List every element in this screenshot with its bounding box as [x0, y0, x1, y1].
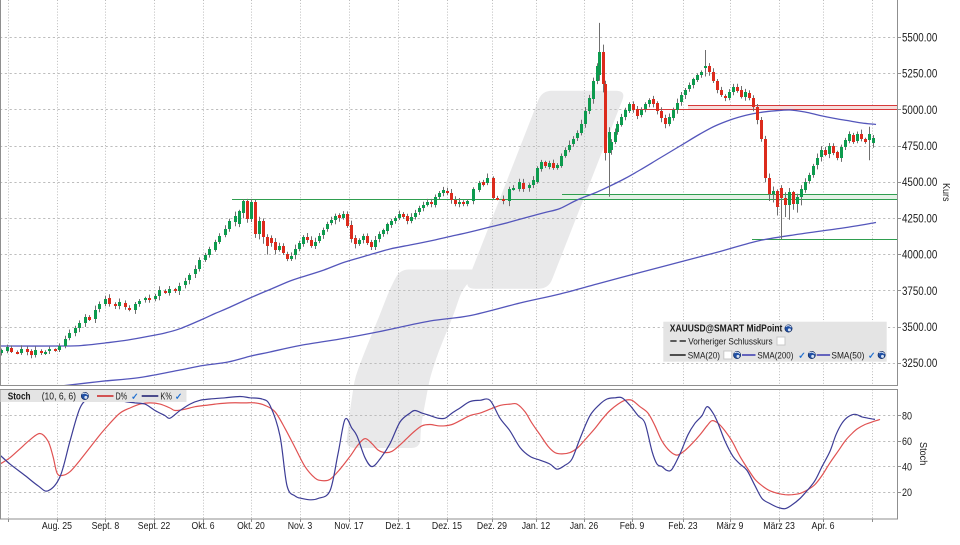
svg-text:20: 20 [902, 487, 912, 499]
svg-text:Dez. 15: Dez. 15 [432, 520, 462, 532]
svg-text:3500.00: 3500.00 [902, 322, 937, 334]
svg-text:Okt. 6: Okt. 6 [192, 520, 215, 532]
svg-text:4500.00: 4500.00 [902, 177, 937, 189]
svg-text:5250.00: 5250.00 [902, 69, 937, 81]
svg-text:80: 80 [902, 411, 912, 423]
svg-text:K%: K% [160, 392, 172, 403]
svg-text:40: 40 [902, 462, 912, 474]
svg-text:✓: ✓ [798, 351, 806, 361]
svg-text:SMA(200): SMA(200) [757, 350, 793, 361]
svg-text:Sept. 8: Sept. 8 [92, 520, 120, 532]
svg-text:D%: D% [116, 392, 127, 403]
svg-text:3250.00: 3250.00 [902, 358, 937, 370]
svg-text:Vorheriger Schlusskurs: Vorheriger Schlusskurs [688, 336, 773, 347]
svg-text:Sept. 22: Sept. 22 [138, 520, 171, 532]
svg-text:März 9: März 9 [717, 520, 744, 532]
svg-text:März 23: März 23 [763, 520, 795, 532]
svg-text:5500.00: 5500.00 [902, 32, 937, 44]
svg-text:Stoch: Stoch [917, 442, 928, 465]
svg-text:60: 60 [902, 436, 912, 448]
svg-text:4750.00: 4750.00 [902, 141, 937, 153]
svg-text:✓: ✓ [868, 351, 876, 361]
svg-text:Kurs: Kurs [940, 183, 951, 202]
svg-text:5000.00: 5000.00 [902, 105, 937, 117]
svg-text:Nov. 3: Nov. 3 [288, 520, 313, 532]
svg-text:Jan. 12: Jan. 12 [522, 520, 551, 532]
svg-text:Stoch: Stoch [8, 392, 31, 403]
svg-text:XAUUSD@SMART MidPoint: XAUUSD@SMART MidPoint [670, 324, 783, 335]
svg-text:Jan. 26: Jan. 26 [570, 520, 599, 532]
svg-text:SMA(20): SMA(20) [688, 350, 720, 361]
svg-text:Okt. 20: Okt. 20 [237, 520, 265, 532]
svg-text:SMA(50): SMA(50) [831, 350, 864, 361]
svg-text:✓: ✓ [175, 392, 183, 402]
svg-text:3750.00: 3750.00 [902, 286, 937, 298]
svg-text:(10, 6, 6): (10, 6, 6) [42, 392, 76, 403]
svg-text:Feb. 9: Feb. 9 [620, 520, 645, 532]
svg-text:Nov. 17: Nov. 17 [334, 520, 363, 532]
svg-text:Dez. 29: Dez. 29 [477, 520, 507, 532]
svg-text:4000.00: 4000.00 [902, 250, 937, 262]
svg-text:Aug. 25: Aug. 25 [42, 520, 72, 532]
svg-text:Feb. 23: Feb. 23 [668, 520, 697, 532]
svg-text:Apr. 6: Apr. 6 [812, 520, 835, 532]
svg-text:Dez. 1: Dez. 1 [385, 520, 411, 532]
svg-text:4250.00: 4250.00 [902, 213, 937, 225]
svg-text:✓: ✓ [131, 392, 139, 402]
